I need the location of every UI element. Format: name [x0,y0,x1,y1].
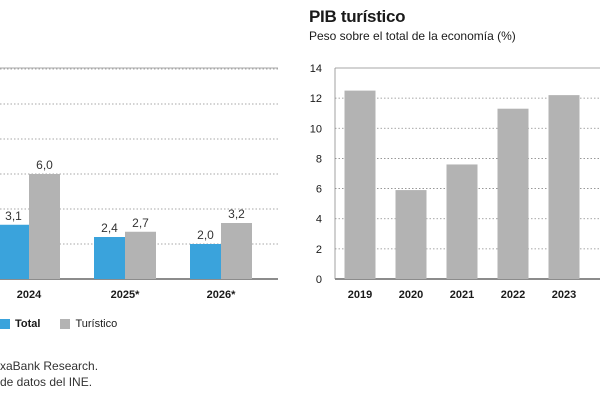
right-y-tick-label: 4 [316,214,322,226]
left-data-label: 3,2 [228,207,245,221]
right-category-label: 2019 [348,289,372,301]
left-data-label: 6,0 [36,158,53,172]
left-data-label: 2,7 [132,216,149,230]
left-category-label: 2026* [207,289,236,301]
right-y-tick-label: 8 [316,153,322,165]
left-category-label: 2024 [17,289,42,301]
left-bar [190,244,221,279]
right-chart-subtitle: Peso sobre el total de la economía (%) [309,29,516,43]
legend-swatch-total [0,319,10,329]
right-y-tick-label: 14 [310,63,322,75]
right-bar [446,164,478,279]
left-bar [0,224,29,279]
right-category-label: 2020 [399,289,423,301]
legend-label-total: Total [15,318,41,330]
right-y-tick-label: 2 [316,244,322,256]
left-data-label: 2,0 [197,228,214,242]
legend-item-turistico: Turístico [60,318,117,330]
source-note: xaBank Research. de datos del INE. [0,358,98,390]
legend-swatch-turistico [60,319,71,329]
left-chart-legend: Total Turístico [0,318,137,330]
left-data-label: 3,1 [5,209,22,223]
source-line-2: de datos del INE. [0,375,93,389]
right-category-label: 2023 [552,289,576,301]
right-bar [344,90,376,279]
right-bar [497,108,529,279]
right-y-tick-label: 10 [310,123,322,135]
legend-item-total: Total [0,318,40,330]
left-data-label: 2,4 [101,221,118,235]
legend-label-turistico: Turístico [75,318,118,330]
left-category-label: 2025* [111,289,140,301]
right-bar [395,190,427,279]
right-category-label: 2022 [501,289,525,301]
right-y-tick-label: 6 [316,184,322,196]
right-y-tick-label: 12 [310,93,322,105]
source-line-1: xaBank Research. [0,359,99,373]
left-bar [94,237,125,279]
left-bar [125,231,156,279]
right-y-tick-label: 0 [316,274,322,286]
right-category-label: 2021 [450,289,474,301]
right-chart-title: PIB turístico [309,7,406,26]
left-bar [29,174,60,279]
right-bar [548,95,580,279]
left-bar [221,223,252,279]
